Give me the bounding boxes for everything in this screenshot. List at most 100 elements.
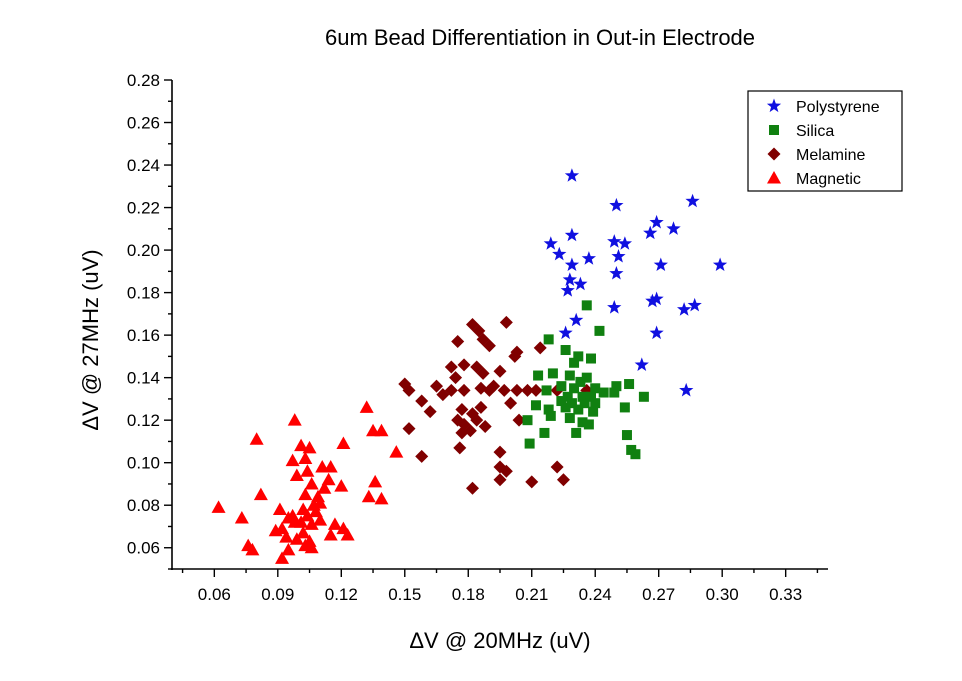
- magnetic-point: [234, 510, 249, 524]
- polystyrene-point: [564, 257, 580, 271]
- silica-point: [556, 381, 567, 392]
- polystyrene-point: [564, 227, 580, 242]
- polystyrene-point: [558, 325, 573, 340]
- y-tick-label: 0.10: [127, 454, 160, 473]
- polystyrene-point: [609, 266, 624, 280]
- x-tick-label: 0.27: [642, 585, 675, 604]
- melamine-point: [493, 473, 507, 487]
- silica-point: [590, 383, 601, 394]
- magnetic-point: [317, 481, 332, 494]
- magnetic-point: [359, 400, 374, 413]
- silica-point: [621, 430, 632, 441]
- silica-point: [569, 383, 580, 394]
- silica-point: [566, 398, 577, 409]
- silica-point: [585, 353, 596, 364]
- melamine-point: [415, 394, 429, 408]
- magnetic-point: [313, 513, 328, 526]
- melamine-point: [455, 403, 469, 417]
- melamine-point: [444, 360, 458, 374]
- magnetic-point: [302, 440, 317, 454]
- magnetic-point: [245, 542, 260, 556]
- silica-point: [556, 396, 567, 407]
- polystyrene-point: [607, 300, 622, 314]
- silica-point: [583, 419, 594, 430]
- melamine-point: [493, 445, 507, 459]
- magnetic-point: [249, 432, 264, 445]
- melamine-point: [453, 441, 467, 455]
- x-tick-label: 0.06: [198, 585, 231, 604]
- magnetic-point: [268, 523, 283, 537]
- silica-point: [545, 410, 556, 421]
- silica-point: [577, 417, 588, 428]
- silica-point: [539, 427, 550, 438]
- magnetic-point: [289, 532, 304, 545]
- legend: Polystyrene Silica Melamine Magnetic: [747, 90, 903, 192]
- y-tick-label: 0.26: [127, 114, 160, 133]
- data-points: [211, 168, 728, 564]
- legend-label-melamine: Melamine: [796, 147, 865, 164]
- melamine-point: [451, 335, 465, 349]
- legend-marker-melamine: [767, 147, 781, 161]
- silica-point: [581, 300, 592, 311]
- legend-marker-magnetic: [767, 171, 781, 184]
- axes: 0.06 0.09 0.12 0.15 0.18 0.21 0.24 0.27 0.30 0.33…: [127, 71, 828, 604]
- silica-point: [543, 334, 554, 345]
- magnetic-point: [298, 451, 313, 464]
- silica-point: [590, 398, 601, 409]
- magnetic-point: [321, 472, 336, 486]
- polystyrene-point: [685, 193, 700, 208]
- magnetic-point: [323, 459, 338, 473]
- magnetic-point: [389, 445, 404, 458]
- polystyrene-point: [581, 251, 596, 265]
- x-axis-label: ΔV @ 20MHz (uV): [409, 628, 590, 653]
- y-tick-label: 0.08: [127, 496, 160, 515]
- polystyrene-point: [649, 214, 664, 229]
- polystyrene-point: [649, 325, 664, 340]
- melamine-point: [512, 413, 526, 427]
- silica-point: [522, 415, 533, 426]
- melamine-point: [525, 475, 539, 489]
- magnetic-point: [323, 527, 338, 541]
- polystyrene-point: [569, 312, 584, 327]
- x-tick-label: 0.15: [388, 585, 421, 604]
- silica-point: [630, 449, 641, 460]
- melamine-point: [482, 339, 496, 353]
- silica-point: [564, 370, 575, 381]
- melamine-point: [457, 358, 471, 372]
- y-tick-label: 0.16: [127, 326, 160, 345]
- magnetic-point: [298, 487, 313, 501]
- polystyrene-point: [634, 357, 649, 371]
- magnetic-point: [279, 530, 294, 543]
- polystyrene-point: [645, 293, 660, 308]
- x-tick-label: 0.12: [325, 585, 358, 604]
- melamine-point: [415, 449, 429, 463]
- silica-point: [543, 404, 554, 415]
- silica-point: [611, 381, 622, 392]
- x-tick-label: 0.18: [452, 585, 485, 604]
- magnetic-point: [327, 517, 342, 530]
- silica-point: [577, 391, 588, 402]
- melamine-point: [521, 383, 535, 397]
- magnetic-point: [211, 500, 226, 513]
- magnetic-point: [275, 551, 290, 564]
- y-tick-label: 0.20: [127, 241, 160, 260]
- melamine-point: [508, 349, 522, 363]
- polystyrene-point: [611, 249, 626, 263]
- polystyrene-point: [562, 272, 577, 286]
- melamine-point: [499, 464, 513, 478]
- polystyrene-point: [609, 197, 624, 212]
- magnetic-point: [336, 436, 351, 450]
- magnetic-point: [272, 502, 287, 515]
- polystyrene-point: [552, 246, 567, 261]
- silica-point: [598, 387, 609, 398]
- melamine-point: [556, 473, 570, 487]
- x-tick-label: 0.30: [706, 585, 739, 604]
- melamine-point: [449, 371, 463, 385]
- magnetic-point: [300, 464, 315, 477]
- silica-point: [569, 357, 580, 368]
- magnetic-point: [368, 474, 383, 488]
- silica-point: [547, 368, 558, 379]
- polystyrene-point: [687, 297, 702, 312]
- polystyrene-point: [666, 221, 681, 235]
